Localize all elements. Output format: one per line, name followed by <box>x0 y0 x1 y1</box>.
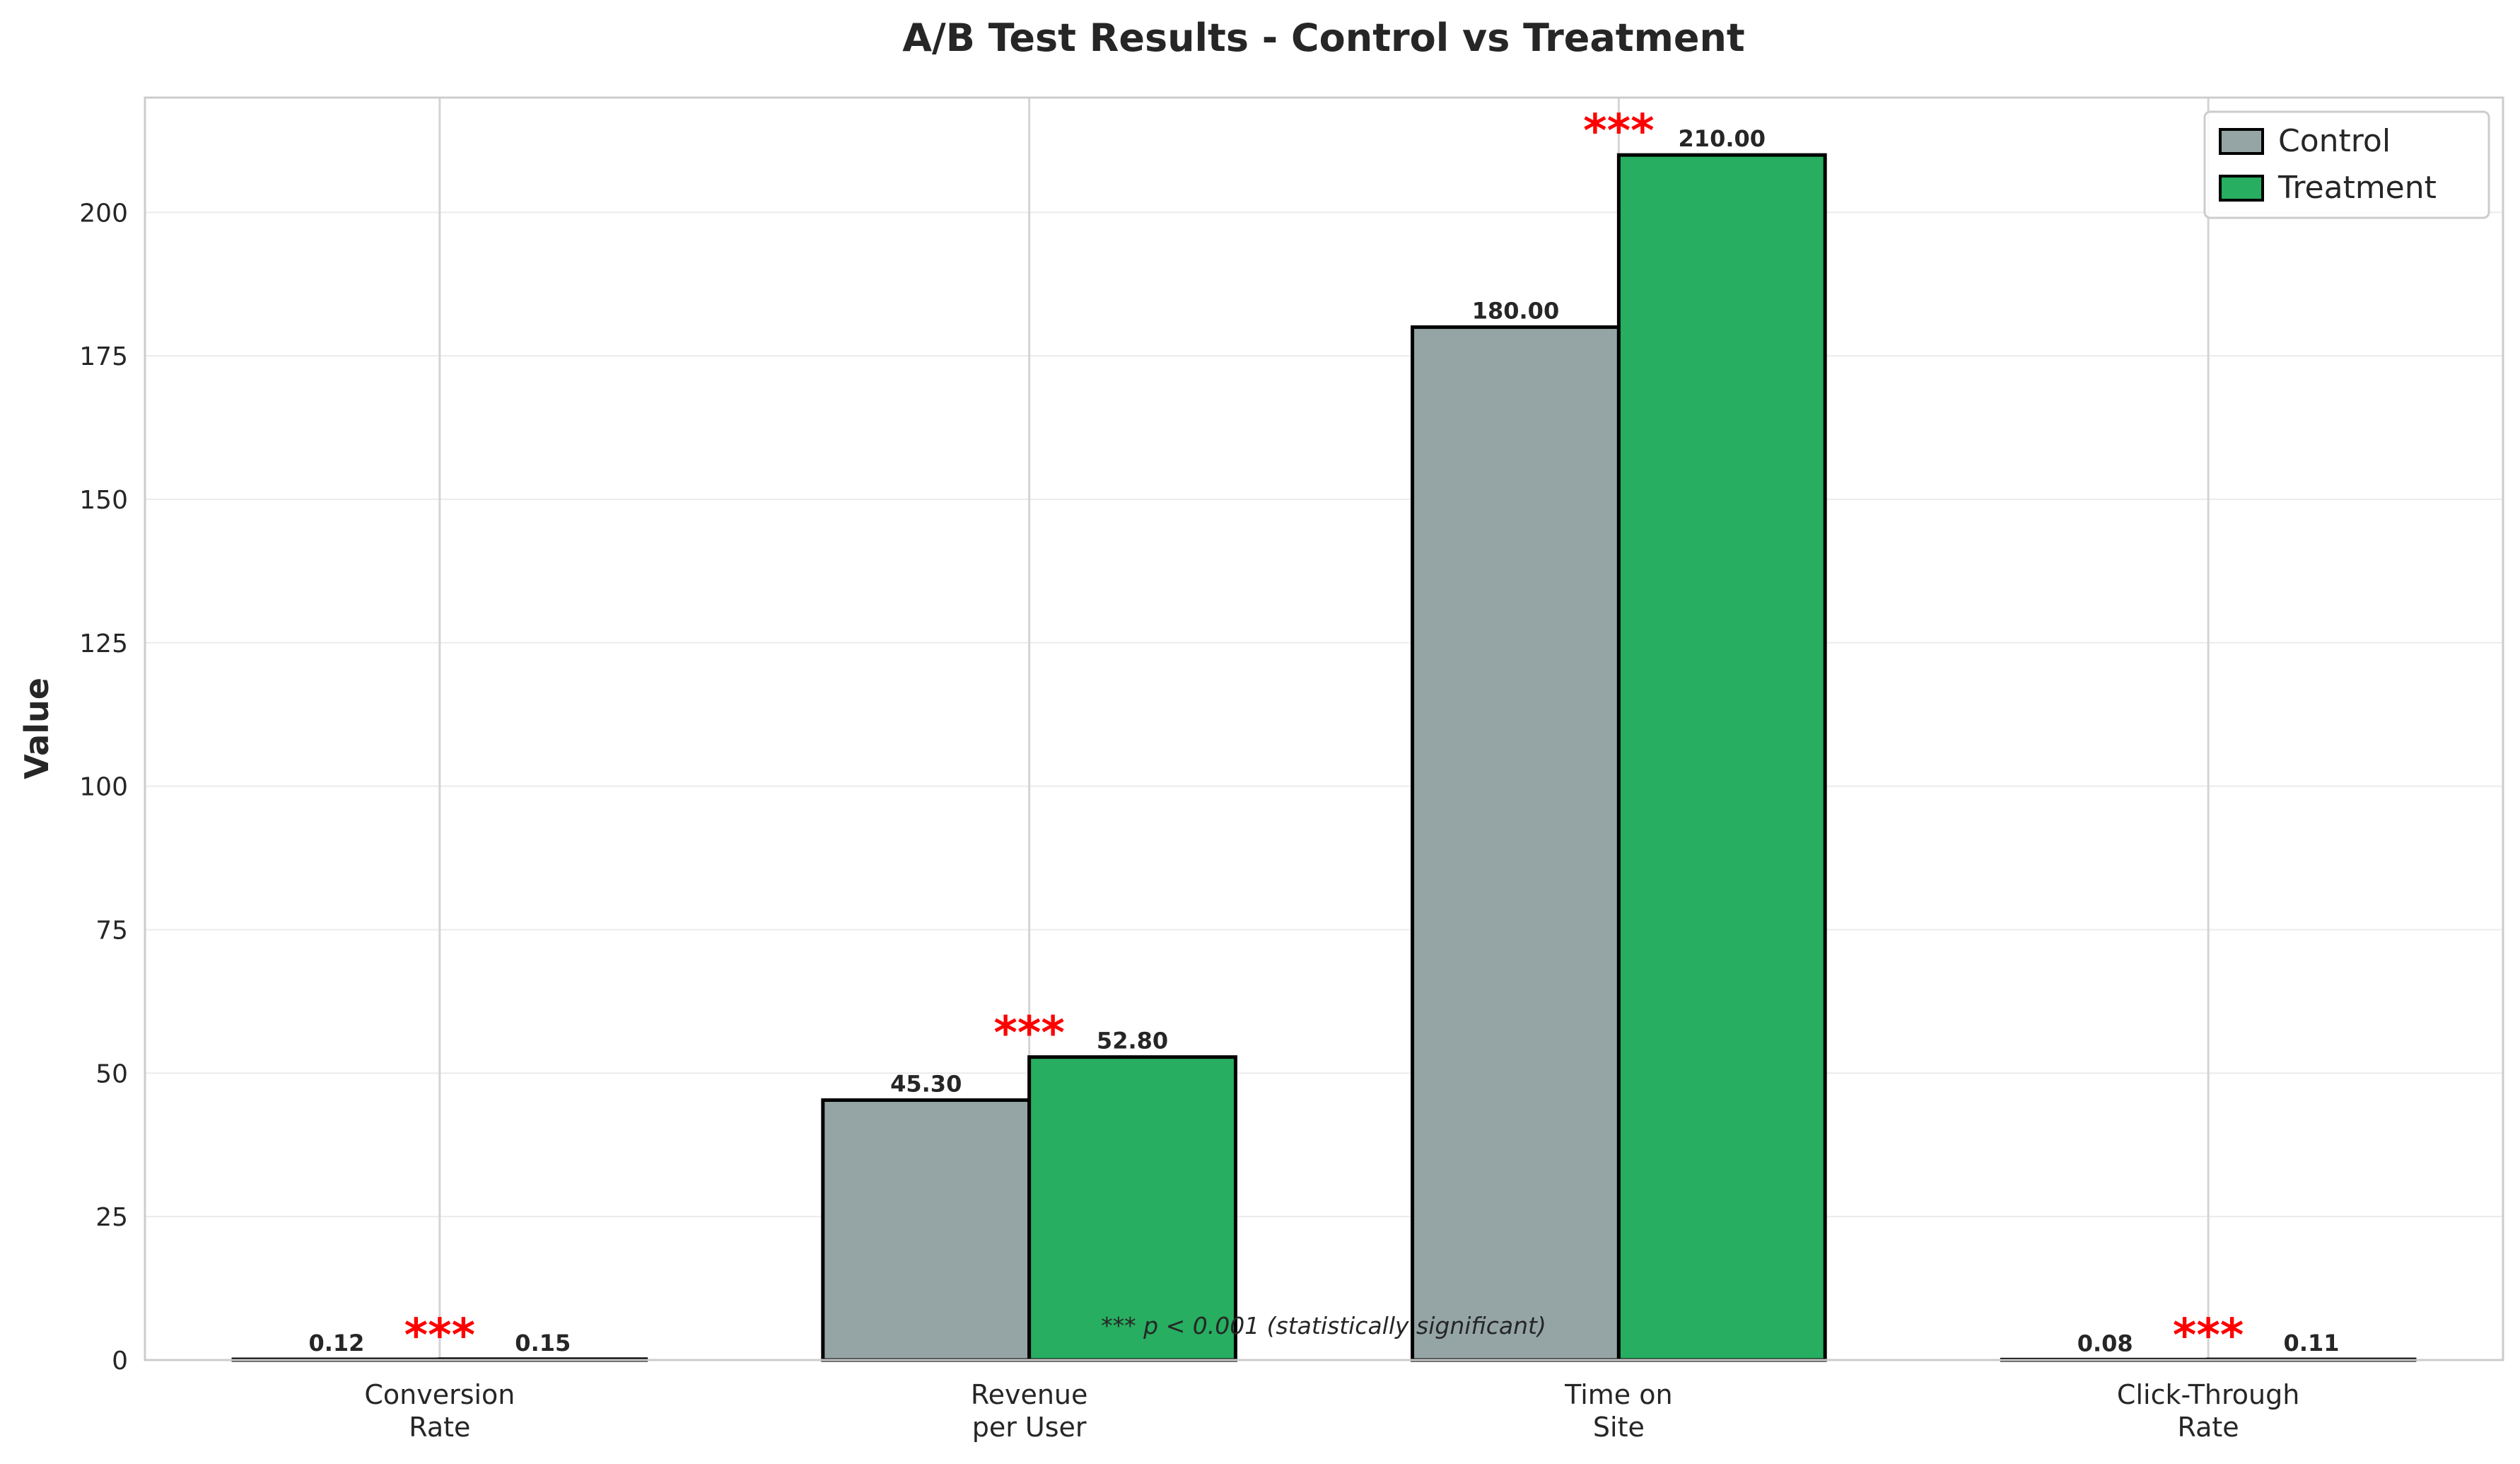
y-tick-label: 200 <box>79 199 128 228</box>
value-label: 45.30 <box>890 1070 962 1097</box>
value-labels: 0.12 45.30 180.00 0.08 0.15 52.80 210.00 0.11 <box>308 125 2339 1356</box>
y-tick-label: 125 <box>79 629 128 658</box>
y-tick-label: 175 <box>79 342 128 371</box>
legend-label-control: Control <box>2278 123 2391 159</box>
bar-control <box>821 1098 1032 1362</box>
value-label: 0.08 <box>2077 1330 2133 1356</box>
legend-box <box>2203 110 2490 219</box>
significance-note: *** p < 0.001 (statistically significant… <box>1101 1312 1546 1340</box>
significance-marker: *** <box>404 1310 475 1362</box>
legend-swatch-control <box>2219 128 2264 155</box>
y-tick-label: 150 <box>79 486 128 515</box>
x-tick-label: Rate <box>409 1412 470 1443</box>
x-tick-label: Site <box>1593 1412 1645 1443</box>
x-tick-label: Revenue <box>971 1379 1088 1410</box>
significance-marker: *** <box>993 1008 1064 1060</box>
value-label: 0.15 <box>515 1330 571 1356</box>
significance-marker: *** <box>2173 1310 2244 1362</box>
bars <box>231 153 2417 1362</box>
legend-label-treatment: Treatment <box>2277 170 2437 206</box>
x-tick-label: Rate <box>2178 1412 2239 1443</box>
x-tick-label: Time on <box>1564 1379 1672 1410</box>
value-label: 52.80 <box>1097 1028 1168 1055</box>
y-tick-label: 0 <box>112 1347 128 1376</box>
legend: Control Treatment <box>2203 110 2490 219</box>
bar-control <box>1411 325 1621 1362</box>
value-label: 210.00 <box>1679 125 1766 152</box>
x-tick-label: Click-Through <box>2117 1379 2299 1410</box>
y-tick-label: 50 <box>95 1059 128 1088</box>
x-tick-label: Conversion <box>364 1379 515 1410</box>
bar-treatment <box>1616 153 1827 1362</box>
plot-frame <box>144 96 2504 1361</box>
grid <box>145 98 2503 1360</box>
chart-title: A/B Test Results - Control vs Treatment <box>902 16 1745 60</box>
y-tick-label: 100 <box>79 773 128 802</box>
legend-swatch-treatment <box>2219 175 2264 202</box>
y-tick-label: 75 <box>95 916 128 945</box>
value-label: 0.11 <box>2284 1330 2340 1356</box>
x-tick-label: per User <box>972 1412 1087 1443</box>
value-label: 180.00 <box>1472 298 1559 325</box>
bar-treatment <box>1027 1055 1237 1362</box>
value-label: 0.12 <box>308 1330 364 1356</box>
y-axis-label: Value <box>18 678 56 779</box>
significance-markers: *** *** *** *** <box>404 105 2244 1362</box>
y-axis: 0 25 50 75 100 125 150 175 200 <box>79 199 128 1376</box>
significance-marker: *** <box>1583 105 1654 158</box>
y-tick-label: 25 <box>95 1203 128 1232</box>
